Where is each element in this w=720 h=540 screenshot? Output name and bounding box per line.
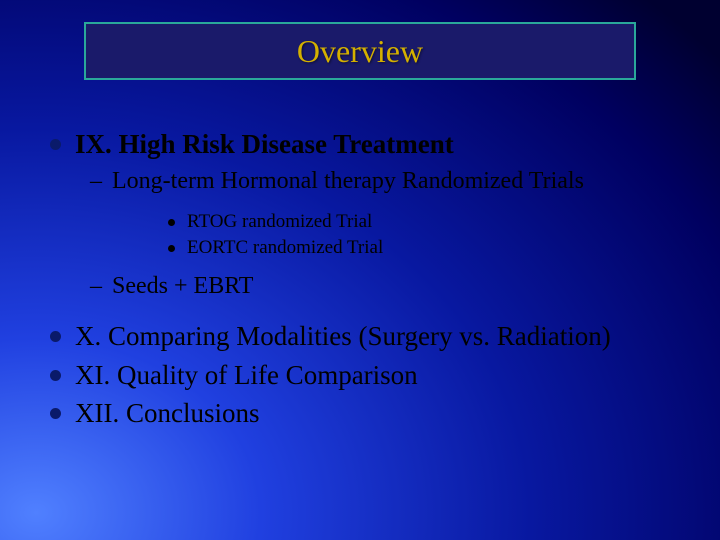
content-area: IX. High Risk Disease Treatment – Long-t… — [50, 128, 680, 435]
bullet-dot-icon — [50, 139, 61, 150]
slide: Overview IX. High Risk Disease Treatment… — [0, 0, 720, 540]
spacer — [50, 202, 680, 210]
bullet-level1: IX. High Risk Disease Treatment — [50, 128, 680, 160]
small-dot-icon — [168, 219, 175, 226]
bullet-text: IX. High Risk Disease Treatment — [75, 128, 454, 160]
bullet-level1: XI. Quality of Life Comparison — [50, 359, 680, 391]
bullet-level2: – Seeds + EBRT — [90, 271, 680, 302]
bullet-text: XI. Quality of Life Comparison — [75, 359, 418, 391]
bullet-dot-icon — [50, 370, 61, 381]
bullet-level3: RTOG randomized Trial — [168, 210, 680, 235]
spacer — [50, 263, 680, 271]
bullet-text: Seeds + EBRT — [112, 271, 253, 302]
bullet-level1: X. Comparing Modalities (Surgery vs. Rad… — [50, 320, 680, 352]
bullet-dot-icon — [50, 408, 61, 419]
title-box: Overview — [84, 22, 636, 80]
dash-icon: – — [90, 166, 102, 197]
bullet-level1: XII. Conclusions — [50, 397, 680, 429]
bullet-text: RTOG randomized Trial — [187, 210, 372, 235]
bullet-text: EORTC randomized Trial — [187, 236, 383, 261]
spacer — [50, 306, 680, 320]
bullet-dot-icon — [50, 331, 61, 342]
bullet-text: X. Comparing Modalities (Surgery vs. Rad… — [75, 320, 611, 352]
bullet-level2: – Long-term Hormonal therapy Randomized … — [90, 166, 680, 197]
bullet-text: XII. Conclusions — [75, 397, 260, 429]
bullet-level3: EORTC randomized Trial — [168, 236, 680, 261]
slide-title: Overview — [297, 33, 423, 70]
dash-icon: – — [90, 271, 102, 302]
small-dot-icon — [168, 245, 175, 252]
bullet-text: Long-term Hormonal therapy Randomized Tr… — [112, 166, 584, 197]
